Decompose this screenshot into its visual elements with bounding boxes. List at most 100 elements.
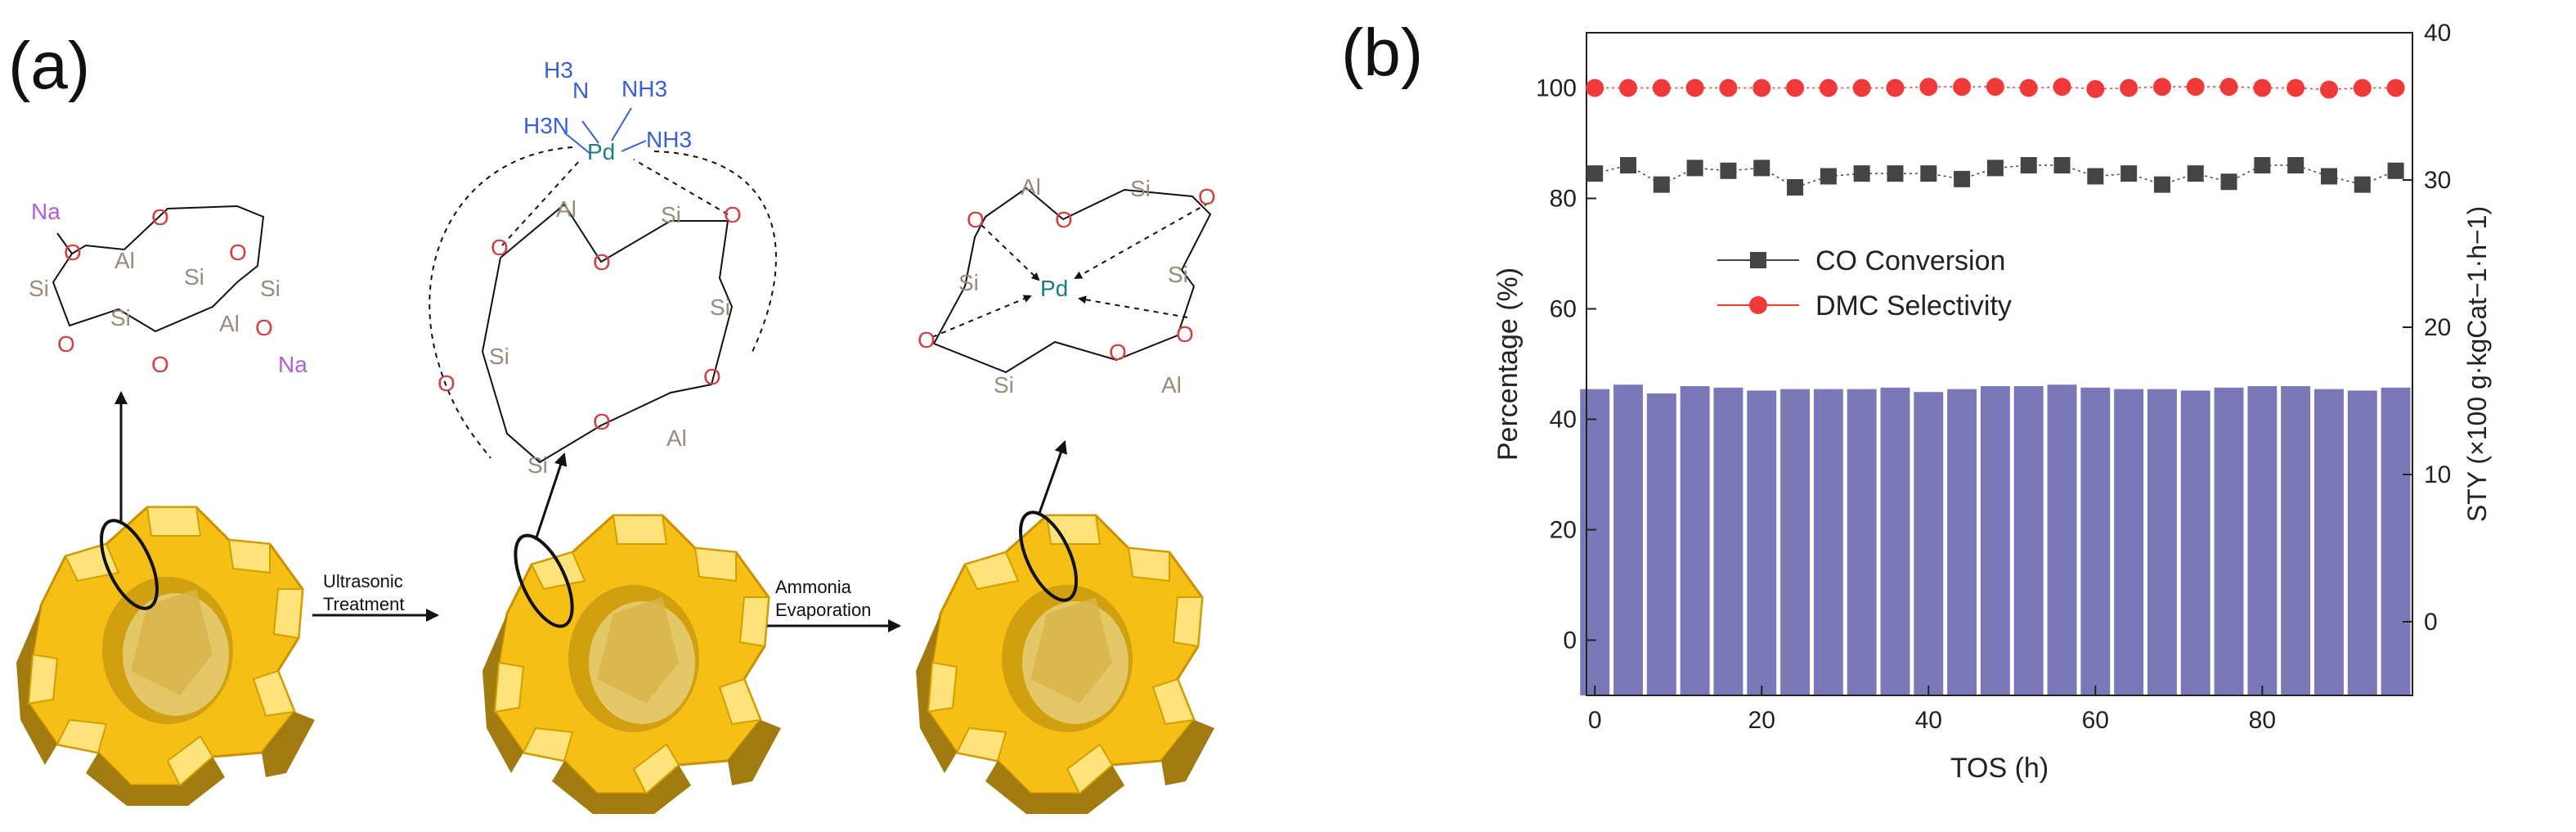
zeolite-1-highlight bbox=[99, 519, 159, 610]
zeolite-3 bbox=[914, 514, 1216, 816]
sty-bar bbox=[1880, 387, 1910, 695]
dmc-selectivity-point bbox=[2319, 80, 2338, 99]
x-tick-label: 20 bbox=[1748, 707, 1775, 734]
dmc-selectivity-point bbox=[1685, 79, 1704, 97]
sty-bar bbox=[1914, 392, 1944, 695]
atom-si: Si bbox=[184, 264, 204, 290]
dmc-selectivity-point bbox=[2386, 79, 2405, 97]
dmc-selectivity-point bbox=[1886, 79, 1905, 97]
y-tick-label: 20 bbox=[1550, 517, 1577, 544]
x-tick-label: 80 bbox=[2249, 707, 2276, 734]
atom-o: O bbox=[593, 409, 611, 434]
co-conversion-point bbox=[2020, 157, 2037, 173]
x-tick-label: 60 bbox=[2082, 707, 2109, 734]
x-tick-label: 0 bbox=[1588, 707, 1602, 734]
step-2-label-line-1: Ammonia bbox=[775, 577, 852, 597]
sty-bar bbox=[1613, 385, 1643, 695]
atom-o: O bbox=[967, 207, 985, 232]
dmc-selectivity-point bbox=[1953, 78, 1972, 97]
co-conversion-point bbox=[2120, 165, 2138, 182]
atom-si: Si bbox=[661, 202, 681, 227]
atom-n: N bbox=[572, 78, 589, 103]
dmc-selectivity-point bbox=[1719, 79, 1738, 97]
x-tick-label: 40 bbox=[1915, 707, 1942, 734]
atom-si: Si bbox=[110, 305, 131, 331]
sty-bar bbox=[1947, 389, 1977, 695]
dmc-selectivity-point bbox=[1852, 79, 1871, 97]
co-conversion-point bbox=[1787, 179, 1804, 196]
sty-bar bbox=[2281, 386, 2311, 695]
atom-o: O bbox=[151, 205, 169, 230]
co-conversion-point bbox=[1653, 176, 1670, 193]
sty-bar bbox=[2080, 387, 2111, 695]
zeolite-1 bbox=[15, 506, 316, 807]
panel-b-label: (b) bbox=[1341, 16, 1423, 90]
dmc-selectivity-point bbox=[1819, 79, 1838, 97]
legend-label: CO Conversion bbox=[1815, 245, 2005, 277]
y-axis-label: Percentage (%) bbox=[1492, 268, 1524, 461]
atom-si: Si bbox=[260, 276, 280, 301]
co-conversion-point bbox=[2354, 176, 2371, 193]
sty-bar bbox=[2180, 390, 2210, 695]
co-conversion-point bbox=[1586, 165, 1604, 182]
sty-bar bbox=[1980, 386, 2010, 695]
dmc-selectivity-point bbox=[2019, 79, 2038, 97]
dmc-selectivity-point bbox=[2152, 78, 2171, 97]
sty-bar bbox=[1747, 390, 1777, 695]
atom-o: O bbox=[438, 371, 456, 396]
zeolite-2-zoom-arrow bbox=[534, 452, 568, 541]
atom-si: Si bbox=[29, 276, 49, 301]
atom-nh3: NH3 bbox=[622, 76, 667, 101]
structure-3: Pd Al O O Si O Si Si O O O Si Al bbox=[918, 174, 1216, 398]
co-conversion-point bbox=[2254, 157, 2271, 173]
atom-si: Si bbox=[1130, 176, 1151, 201]
atom-o: O bbox=[151, 352, 169, 377]
sty-bar bbox=[1713, 387, 1744, 695]
dmc-selectivity-point bbox=[2287, 79, 2305, 97]
atom-si: Si bbox=[958, 270, 979, 295]
atom-o: O bbox=[229, 240, 247, 265]
atom-pd: Pd bbox=[587, 139, 615, 164]
co-conversion-point bbox=[1820, 168, 1837, 185]
sty-bar bbox=[1780, 389, 1811, 695]
dmc-selectivity-point bbox=[2186, 78, 2205, 97]
dmc-selectivity-point bbox=[2353, 79, 2372, 97]
dmc-selectivity-point bbox=[2219, 78, 2238, 97]
co-conversion-point bbox=[1954, 170, 1971, 187]
co-conversion-point bbox=[2187, 165, 2204, 182]
atom-o: O bbox=[593, 250, 611, 275]
co-conversion-point bbox=[2387, 162, 2404, 179]
dmc-selectivity-point bbox=[2120, 79, 2138, 97]
y2-axis-label: STY (×100 g·kgCat−1·h−1) bbox=[2462, 206, 2492, 522]
atom-si: Si bbox=[994, 372, 1014, 398]
y-tick-label: 80 bbox=[1550, 186, 1577, 213]
sty-bar bbox=[2214, 387, 2244, 695]
atom-al: Al bbox=[1021, 174, 1041, 200]
atom-al: Al bbox=[1161, 372, 1182, 398]
sty-bar bbox=[2047, 385, 2077, 695]
zeolite-2-highlight bbox=[514, 533, 574, 628]
atom-na: Na bbox=[31, 199, 61, 224]
co-conversion-point bbox=[2287, 157, 2304, 173]
dmc-selectivity-point bbox=[2086, 79, 2105, 98]
structure-2: H3 N NH3 H3N Pd NH3 O Al O Si O Si Si O … bbox=[429, 57, 777, 478]
atom-pd: Pd bbox=[1040, 276, 1068, 301]
dmc-selectivity-point bbox=[1752, 79, 1771, 97]
y2-tick-label: 0 bbox=[2424, 609, 2438, 636]
structure-1: Na O Si O Al Si O Si O O Si Al O Na bbox=[29, 199, 307, 377]
dmc-selectivity-point bbox=[1986, 78, 2004, 97]
sty-bar bbox=[1646, 394, 1676, 695]
dmc-selectivity-point bbox=[1586, 79, 1604, 97]
atom-al: Al bbox=[666, 425, 687, 451]
plot-frame bbox=[1586, 32, 2413, 696]
sty-bar bbox=[1580, 389, 1610, 695]
sty-bar bbox=[2247, 386, 2278, 695]
atom-nh3: NH3 bbox=[646, 127, 692, 152]
co-conversion-point bbox=[1887, 165, 1904, 182]
atom-si: Si bbox=[710, 295, 730, 320]
atom-al: Al bbox=[219, 311, 240, 336]
sty-bar bbox=[2381, 387, 2411, 695]
co-conversion-point bbox=[1720, 162, 1737, 179]
sty-bar bbox=[1847, 389, 1877, 695]
